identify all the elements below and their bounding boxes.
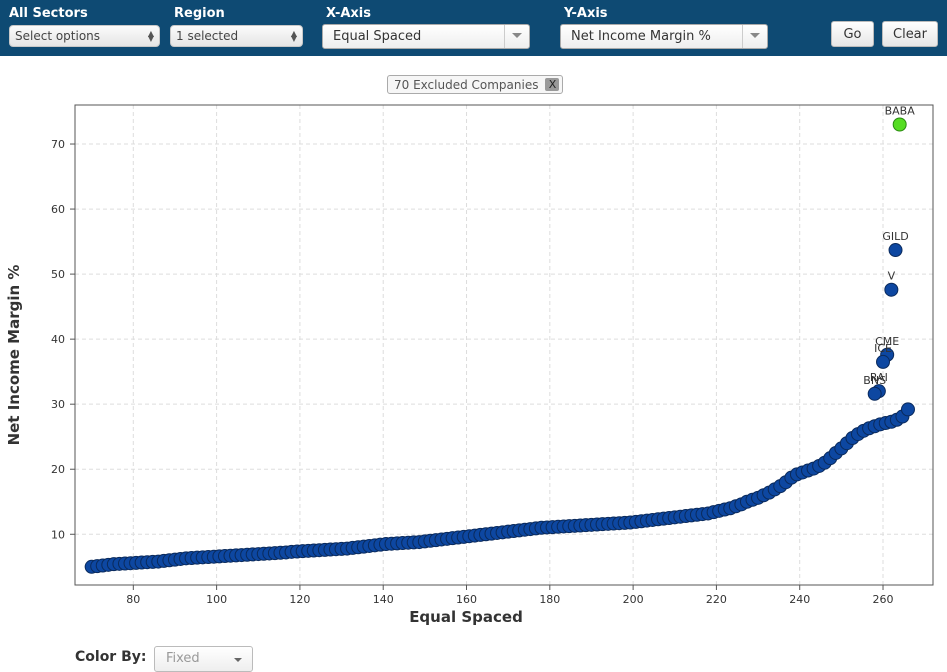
y-tick-label: 10 <box>51 528 65 541</box>
region-multiselect[interactable]: 1 selected ▲ ▼ <box>170 25 303 47</box>
y-axis-title: Net Income Margin % <box>5 265 23 446</box>
x-tick-label: 120 <box>289 593 310 606</box>
point-label-baba: BABA <box>885 105 916 118</box>
x-tick-label: 80 <box>126 593 140 606</box>
data-point-gild <box>888 243 903 258</box>
x-axis-label: X-Axis <box>326 6 371 21</box>
excluded-companies-tag: 70 Excluded Companies X <box>387 75 564 94</box>
x-axis-value: Equal Spaced <box>333 29 422 44</box>
excluded-companies-text: 70 Excluded Companies <box>394 78 539 92</box>
axis-ticks: 80 100 120 140 160 180 200 220 240 260 10 20 30 40 50 6… <box>51 138 894 606</box>
color-by-select[interactable]: Fixed <box>154 646 253 672</box>
y-tick-label: 70 <box>51 138 65 151</box>
go-button[interactable]: Go <box>831 21 874 47</box>
chart-grid <box>75 105 933 585</box>
color-by-label: Color By: <box>75 649 147 665</box>
sectors-label: All Sectors <box>9 6 88 21</box>
y-axis-value: Net Income Margin % <box>571 29 711 44</box>
y-tick-label: 40 <box>51 333 65 346</box>
chevron-down-icon <box>742 25 767 48</box>
x-tick-label: 100 <box>206 593 227 606</box>
data-points <box>84 117 915 574</box>
data-point-v <box>884 282 899 297</box>
point-label-v: V <box>888 270 896 283</box>
x-tick-label: 220 <box>706 593 727 606</box>
y-axis-label: Y-Axis <box>564 6 608 21</box>
scatter-chart: 80 100 120 140 160 180 200 220 240 260 10 20 30 40 50 6… <box>5 104 934 626</box>
point-label-ice: ICE <box>874 342 892 355</box>
point-label-gild: GILD <box>882 230 908 243</box>
y-tick-label: 60 <box>51 203 65 216</box>
remove-excluded-button[interactable]: X <box>545 78 560 91</box>
x-tick-label: 200 <box>623 593 644 606</box>
region-label: Region <box>174 6 225 21</box>
x-axis-title: Equal Spaced <box>409 608 523 626</box>
updown-icon: ▲ ▼ <box>290 29 297 43</box>
updown-icon: ▲ ▼ <box>147 29 154 43</box>
filter-bar: All Sectors Select options ▲ ▼ Region 1 s… <box>0 0 947 56</box>
sectors-multiselect[interactable]: Select options ▲ ▼ <box>9 25 160 47</box>
x-tick-label: 260 <box>873 593 894 606</box>
sectors-value: Select options <box>15 29 101 43</box>
x-tick-label: 180 <box>539 593 560 606</box>
x-axis-select[interactable]: Equal Spaced <box>322 24 530 49</box>
x-tick-label: 140 <box>373 593 394 606</box>
x-tick-label: 240 <box>789 593 810 606</box>
data-point-ice <box>876 354 891 369</box>
data-point <box>900 402 915 417</box>
chevron-down-icon <box>504 25 529 48</box>
y-tick-label: 20 <box>51 463 65 476</box>
plot-frame <box>74 104 934 586</box>
point-label-cme: CME <box>875 335 899 348</box>
region-value: 1 selected <box>176 29 239 43</box>
data-point-bns <box>867 386 882 401</box>
y-axis-select[interactable]: Net Income Margin % <box>560 24 768 49</box>
x-tick-label: 160 <box>456 593 477 606</box>
y-tick-label: 30 <box>51 398 65 411</box>
data-point-baba <box>892 117 907 132</box>
point-label-bns: BNS <box>863 374 886 387</box>
clear-button[interactable]: Clear <box>882 21 938 47</box>
y-tick-label: 50 <box>51 268 65 281</box>
point-label-rai: RAI <box>870 371 888 384</box>
